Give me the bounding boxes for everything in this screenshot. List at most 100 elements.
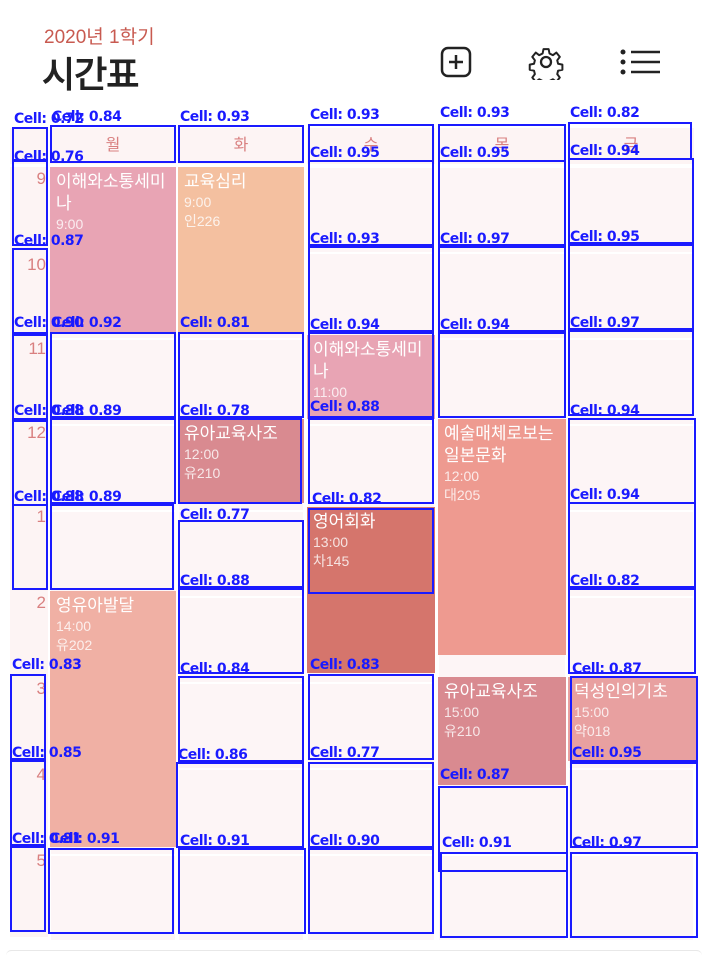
course-room: 유202 [56, 637, 93, 653]
day-header-wed: 수 [307, 128, 435, 164]
empty-slot[interactable] [307, 769, 435, 855]
course-block[interactable]: 이해와소통세미나 11:00 [307, 335, 435, 419]
empty-slot[interactable] [178, 855, 304, 941]
detection-label: Cell: 0.83 [310, 657, 380, 673]
detection-label: Cell: 0.81 [180, 315, 250, 331]
gear-icon[interactable] [528, 44, 564, 87]
detection-label: Cell: 0.88 [180, 573, 250, 589]
empty-slot[interactable] [50, 855, 176, 941]
empty-slot[interactable] [307, 167, 435, 253]
empty-slot[interactable] [568, 339, 694, 425]
detection-label: Cell: 0.87 [14, 233, 84, 249]
detection-label: Cell: 0.90 [14, 315, 84, 331]
course-time: 13:00 [313, 534, 349, 550]
empty-slot[interactable] [178, 511, 304, 597]
empty-slot[interactable] [568, 855, 694, 941]
detection-label: Cell: 0.87 [440, 767, 510, 783]
time-corner [10, 128, 48, 164]
detection-label: Cell: 0.94 [440, 317, 510, 333]
detection-label: Cell: 0.92 [52, 315, 122, 331]
course-time: 11:00 [313, 384, 347, 400]
hour-label: 12 [27, 423, 46, 442]
course-time: 14:00 [56, 618, 92, 634]
course-name: 이해와소통세미나 [313, 340, 423, 381]
list-icon[interactable] [618, 44, 662, 80]
detection-label: Cell: 0.93 [310, 231, 380, 247]
detection-label: Cell: 0.81 [12, 831, 82, 847]
course-name: 교육심리 [184, 172, 247, 191]
course-block[interactable]: 영유아발달 14:00 유202 [50, 591, 176, 847]
empty-slot[interactable] [178, 339, 304, 425]
empty-slot[interactable] [438, 253, 566, 339]
detection-label: Cell: 0.78 [180, 403, 250, 419]
day-header-thu: 목 [438, 128, 566, 164]
detection-label: Cell: 0.93 [180, 109, 250, 125]
course-block[interactable]: 예술매체로보는일본문화 12:00 대205 [438, 419, 566, 655]
empty-slot[interactable] [178, 769, 304, 855]
empty-slot[interactable] [307, 683, 435, 769]
empty-slot[interactable] [438, 339, 566, 425]
course-room: 약018 [574, 723, 611, 739]
empty-slot[interactable] [568, 769, 694, 855]
empty-slot[interactable] [568, 253, 694, 339]
empty-slot[interactable] [568, 597, 694, 683]
empty-slot[interactable] [307, 425, 435, 511]
detection-label: Cell: 0.82 [570, 573, 640, 589]
hour-label: 5 [36, 851, 46, 870]
empty-slot[interactable] [568, 425, 694, 511]
empty-slot[interactable] [307, 855, 435, 941]
course-time: 15:00 [444, 704, 480, 720]
course-room: 유210 [184, 465, 221, 481]
empty-slot[interactable] [178, 597, 304, 683]
course-room: 인226 [184, 213, 221, 229]
detection-label: Cell: 0.97 [572, 835, 642, 851]
course-name: 이해와소통세미나 [56, 172, 166, 213]
empty-slot[interactable] [568, 511, 694, 597]
detection-label: Cell: 0.76 [14, 149, 84, 165]
detection-label: Cell: 0.84 [52, 109, 122, 125]
course-room: 차145 [313, 553, 350, 569]
detection-label: Cell: 0.97 [570, 315, 640, 331]
detection-label: Cell: 0.88 [14, 403, 84, 419]
course-block[interactable]: 덕성인의기초 15:00 약018 [568, 677, 696, 761]
course-block[interactable]: 이해와소통세미나 9:00 [50, 167, 176, 333]
detection-label: Cell: 0.85 [12, 745, 82, 761]
course-name: 유아교육사조 [444, 682, 538, 701]
detection-label: Cell: 0.72 [14, 111, 84, 127]
detection-label: Cell: 0.91 [50, 831, 120, 847]
empty-slot[interactable] [50, 511, 176, 597]
course-block[interactable]: 교육심리 9:00 인226 [178, 167, 304, 333]
empty-slot[interactable] [307, 253, 435, 339]
detection-label: Cell: 0.95 [310, 145, 380, 161]
term-label[interactable]: 2020년 1학기 [44, 27, 155, 48]
course-time: 12:00 [184, 446, 220, 462]
empty-slot[interactable] [50, 339, 176, 425]
course-time: 9:00 [184, 194, 212, 210]
empty-slot[interactable] [178, 683, 304, 769]
detection-label: Cell: 0.93 [310, 107, 380, 123]
course-name: 예술매체로보는일본문화 [444, 424, 554, 465]
detection-label: Cell: 0.93 [440, 105, 510, 121]
empty-slot[interactable] [568, 167, 694, 253]
timetable-grid: 월 화 수 목 금 9 10 11 12 1 2 3 4 5 이해와소통세미나 … [0, 125, 708, 945]
course-name: 영유아발달 [56, 596, 135, 615]
course-block[interactable]: 영어회화 13:00 차145 [307, 507, 435, 673]
detection-label: Cell: 0.82 [312, 491, 382, 507]
empty-slot[interactable] [438, 855, 566, 941]
empty-slot[interactable] [438, 167, 566, 253]
add-icon[interactable] [438, 44, 474, 80]
course-block[interactable]: 유아교육사조 15:00 유210 [438, 677, 566, 785]
detection-label: Cell: 0.87 [572, 661, 642, 677]
hour-label: 1 [36, 507, 46, 526]
detection-label: Cell: 0.77 [310, 745, 380, 761]
app-header: 2020년 1학기 시간표 [0, 0, 708, 110]
course-time: 15:00 [574, 704, 610, 720]
course-name: 덕성인의기초 [574, 682, 668, 701]
detection-label: Cell: 0.91 [180, 833, 250, 849]
detection-label: Cell: 0.90 [310, 833, 380, 849]
empty-slot[interactable] [50, 425, 176, 511]
course-block[interactable]: 유아교육사조 12:00 유210 [178, 419, 304, 503]
hour-column [10, 167, 48, 937]
detection-label: Cell: 0.95 [440, 145, 510, 161]
course-room: 대205 [444, 487, 481, 503]
